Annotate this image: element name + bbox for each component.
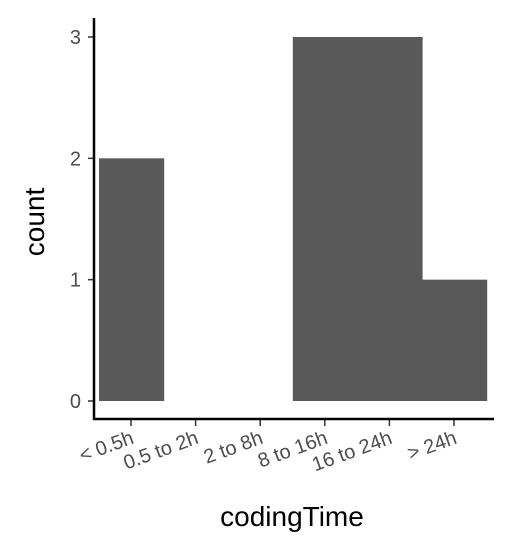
bar-5 [357, 37, 423, 401]
x-axis-title: codingTime [220, 501, 364, 532]
y-tick-label: 3 [70, 27, 81, 49]
x-tick-label: 2 to 8h [201, 427, 266, 469]
x-tick-label: 0.5 to 2h [121, 427, 202, 474]
x-tick-label: > 24h [405, 427, 460, 465]
y-tick-label: 0 [70, 391, 81, 413]
bars-group [99, 37, 488, 401]
y-axis-ticks: 0 1 2 3 [70, 27, 94, 413]
y-tick-label: 1 [70, 270, 81, 292]
bar-6 [422, 279, 488, 401]
bar-4 [292, 37, 358, 401]
bar-1 [99, 158, 165, 401]
y-tick-label: 2 [70, 148, 81, 170]
y-axis-title: count [19, 188, 50, 257]
